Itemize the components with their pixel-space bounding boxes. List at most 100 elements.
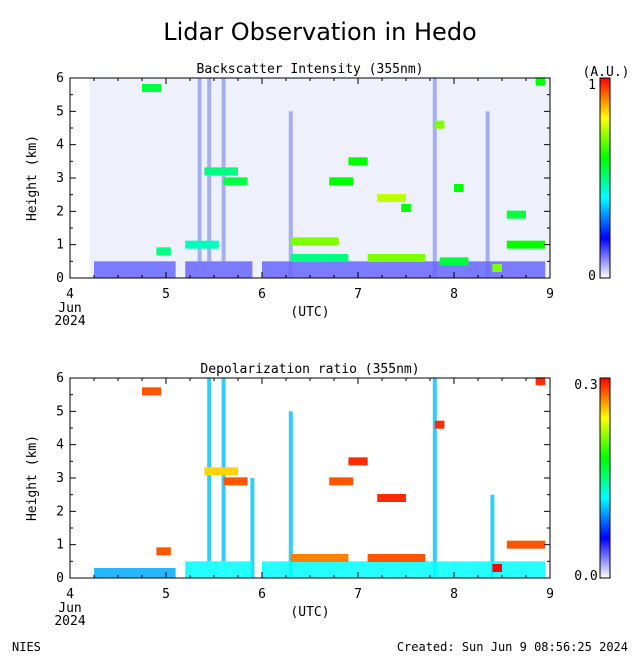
y-tick-label: 0 (56, 271, 64, 286)
signal-column (197, 78, 202, 262)
colorbar-min: 0 (588, 269, 596, 284)
signal-column (490, 494, 495, 578)
chart-title: Backscatter Intensity (355nm) (197, 62, 424, 77)
chart-title: Depolarization ratio (355nm) (200, 362, 419, 377)
cloud-layer (223, 177, 248, 186)
cloud-layer (156, 547, 171, 556)
cloud-layer (377, 494, 406, 502)
cloud-layer (204, 167, 238, 176)
y-tick-label: 4 (56, 138, 64, 153)
y-axis-label: Height (km) (25, 135, 40, 221)
x-sub-year: 2024 (54, 314, 85, 329)
cloud-layer (535, 377, 546, 386)
colorbar-max: 0.3 (574, 378, 597, 393)
boundary-layer (94, 568, 176, 578)
signal-column (432, 78, 437, 278)
cloud-layer (439, 257, 469, 266)
y-tick-label: 5 (56, 404, 64, 419)
colorbar-unit: (A.U.) (583, 65, 630, 80)
y-tick-label: 3 (56, 171, 64, 186)
cloud-layer (142, 387, 162, 396)
signal-column (485, 111, 490, 278)
y-tick-label: 1 (56, 538, 64, 553)
cloud-layer (223, 477, 248, 486)
x-tick-label: 7 (354, 287, 362, 302)
boundary-layer (94, 261, 176, 278)
x-sub-year: 2024 (54, 614, 85, 629)
x-tick-label: 7 (354, 587, 362, 602)
cloud-layer (377, 194, 406, 202)
colorbar (599, 77, 611, 279)
colorbar-min: 0.0 (574, 569, 597, 584)
x-tick-label: 5 (162, 587, 170, 602)
depolarization-panel: Depolarization ratio (355nm) 4 5 6 7 8 901234… (25, 362, 611, 629)
boundary-layer (262, 261, 546, 278)
cloud-layer (185, 240, 219, 249)
footer-right: Created: Sun Jun 9 08:56:25 2024 (396, 640, 628, 654)
x-tick-label: 9 (546, 587, 554, 602)
signal-column (250, 478, 255, 578)
cloud-layer (290, 237, 339, 246)
x-tick-label: 9 (546, 287, 554, 302)
plot-frame (69, 377, 551, 579)
cloud-layer (454, 184, 464, 192)
cloud-layer (401, 204, 411, 212)
x-tick-label: 6 (258, 287, 266, 302)
x-axis-label: (UTC) (290, 305, 329, 320)
cloud-layer (434, 420, 445, 429)
y-tick-label: 6 (56, 71, 64, 86)
boundary-layer (185, 561, 253, 578)
x-tick-label: 4 (66, 587, 74, 602)
cloud-layer (329, 477, 354, 486)
y-tick-label: 1 (56, 238, 64, 253)
x-axis-label: (UTC) (290, 605, 329, 620)
colorbar-max: 1 (588, 78, 596, 93)
footer-left: NIES (12, 640, 41, 654)
cloud-layer (290, 254, 349, 262)
colorbar (599, 377, 611, 579)
cloud-layer (492, 564, 502, 572)
axis-ticks: 4 5 6 7 8 9 0 1 2 3 4 5 6 (56, 71, 554, 302)
y-tick-label: 5 (56, 104, 64, 119)
boundary-layer (262, 561, 546, 578)
cloud-layer (434, 120, 445, 129)
page-title: Lidar Observation in Hedo (163, 18, 477, 46)
signal-column (288, 111, 293, 278)
y-axis-label: Height (km) (25, 435, 40, 521)
y-tick-label: 0 (56, 571, 64, 586)
x-tick-label: 8 (450, 587, 458, 602)
axis-ticks: 4 5 6 7 8 9 0 1 2 3 4 5 6 (56, 371, 554, 602)
boundary-layer (185, 261, 253, 278)
signal-column (432, 378, 437, 578)
y-tick-label: 2 (56, 504, 64, 519)
cloud-layer (506, 210, 526, 219)
signal-column (288, 411, 293, 578)
cloud-layer (142, 84, 162, 92)
x-tick-label: 6 (258, 587, 266, 602)
backscatter-panel: Backscatter Intensity (355nm) 4 5 6 7 8 9 0 1 2 3… (25, 62, 629, 329)
cloud-layer (535, 77, 546, 86)
cloud-layer (492, 264, 502, 272)
y-tick-label: 2 (56, 204, 64, 219)
y-tick-label: 6 (56, 371, 64, 386)
x-sub-month: Jun (58, 301, 81, 316)
x-sub-month: Jun (58, 601, 81, 616)
x-tick-label: 4 (66, 287, 74, 302)
cloud-layer (329, 177, 354, 186)
cloud-layer (204, 467, 238, 476)
cloud-layer (348, 157, 368, 166)
plot-area (94, 377, 546, 578)
y-tick-label: 4 (56, 438, 64, 453)
cloud-layer (290, 554, 349, 562)
cloud-layer (506, 240, 546, 249)
cloud-layer (367, 254, 426, 262)
cloud-layer (506, 540, 546, 549)
cloud-layer (156, 247, 171, 256)
x-tick-label: 8 (450, 287, 458, 302)
y-tick-label: 3 (56, 471, 64, 486)
cloud-layer (367, 554, 426, 562)
plot-area (89, 77, 550, 278)
x-tick-label: 5 (162, 287, 170, 302)
cloud-layer (348, 457, 368, 466)
